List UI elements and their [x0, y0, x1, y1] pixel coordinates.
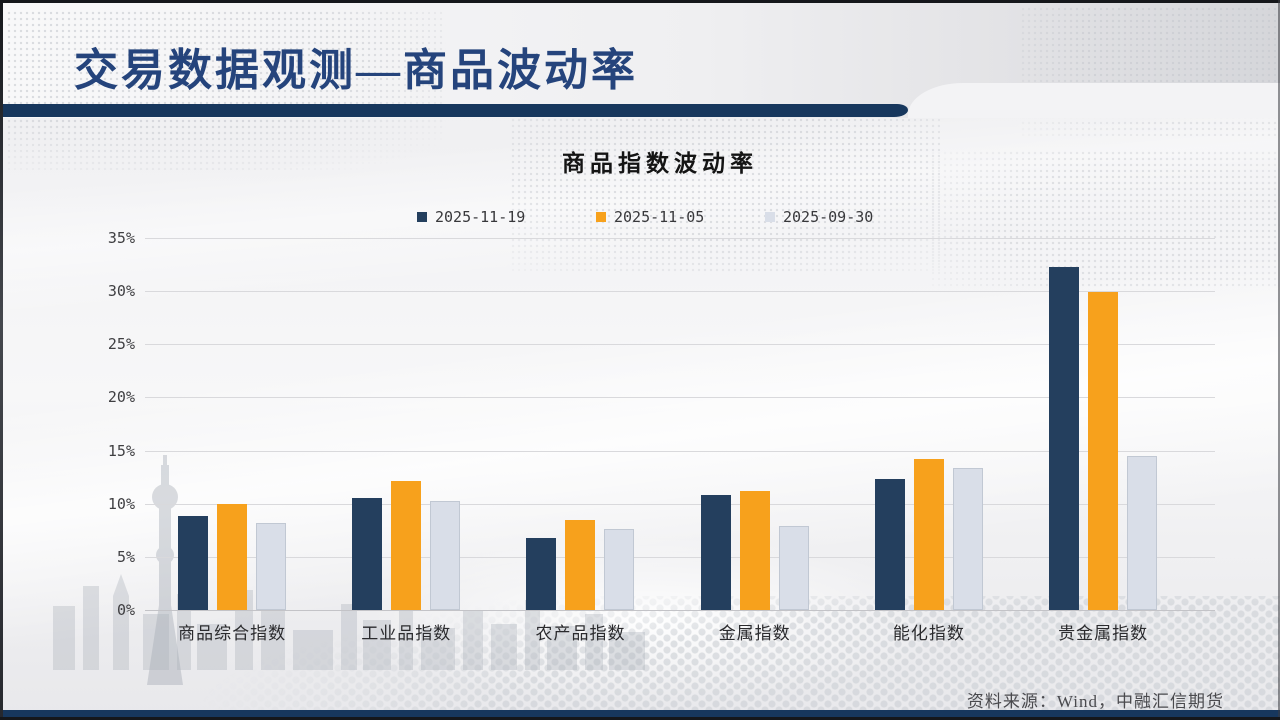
legend-item: 2025-11-05 — [596, 208, 704, 226]
legend-swatch — [417, 212, 427, 222]
bar — [952, 467, 983, 610]
bar — [256, 522, 286, 610]
legend-item: 2025-11-19 — [417, 208, 525, 226]
gridline — [145, 556, 1215, 558]
bar — [874, 479, 905, 610]
gridline — [145, 238, 1215, 239]
bar — [352, 498, 383, 610]
bottom-accent-bar — [0, 710, 1280, 717]
frame-edge — [0, 0, 3, 720]
y-axis-tick-label: 35% — [107, 229, 135, 247]
x-axis-category-label: 工业品指数 — [361, 624, 452, 643]
world-map-dots — [6, 10, 446, 170]
world-map-dots — [510, 105, 940, 275]
bar — [700, 495, 731, 610]
bar — [565, 519, 596, 610]
honeycomb-pattern — [170, 596, 1280, 714]
title-underline-rule — [0, 104, 908, 117]
legend-label: 2025-11-19 — [435, 208, 526, 226]
y-axis-tick-label: 15% — [107, 441, 135, 460]
x-axis-line — [145, 610, 1215, 611]
frame-edge — [0, 0, 1280, 3]
legend-swatch — [765, 212, 775, 222]
city-skyline-silhouette — [53, 574, 645, 670]
x-axis-category-label: 金属指数 — [718, 624, 791, 643]
bar — [217, 503, 247, 610]
chart-title: 商品指数波动率 — [562, 151, 758, 176]
gridline — [145, 503, 1215, 505]
header-curve-step — [908, 83, 1280, 118]
bar — [1088, 292, 1118, 610]
bar — [739, 490, 770, 610]
frame-edge — [0, 717, 1280, 720]
page-title: 交易数据观测—商品波动率 — [74, 46, 638, 95]
y-axis-tick-label: 25% — [107, 335, 135, 354]
bar — [391, 481, 422, 610]
bar — [604, 529, 635, 610]
legend-item: 2025-09-30 — [765, 208, 873, 226]
x-axis-category-label: 贵金属指数 — [1058, 624, 1149, 643]
x-axis-category-label: 能化指数 — [892, 624, 965, 643]
legend-label: 2025-09-30 — [783, 208, 874, 226]
gridline — [145, 397, 1215, 399]
bar — [526, 537, 557, 610]
gridline — [145, 291, 1215, 293]
y-axis-tick-label: 10% — [107, 494, 135, 513]
bar — [1127, 455, 1157, 610]
y-axis-tick-label: 20% — [107, 388, 135, 407]
y-axis-tick-label: 30% — [107, 282, 135, 301]
world-map-dots — [930, 150, 1280, 290]
gridline — [145, 344, 1215, 346]
y-axis-tick-label: 0% — [116, 601, 135, 619]
pearl-tower-silhouette — [147, 455, 183, 685]
legend-label: 2025-11-05 — [614, 208, 705, 226]
bar — [1049, 266, 1079, 610]
frame-edge — [1278, 0, 1280, 720]
x-axis-category-label: 商品综合指数 — [178, 624, 287, 643]
bar — [178, 516, 208, 610]
bar — [430, 500, 461, 610]
gridline — [145, 450, 1215, 452]
x-axis-category-label: 农产品指数 — [535, 624, 626, 643]
bar — [778, 526, 809, 610]
data-source-note: 资料来源：Wind，中融汇信期货 — [966, 692, 1224, 711]
y-axis-tick-label: 5% — [116, 547, 135, 566]
legend-swatch — [596, 212, 606, 222]
bar — [913, 459, 944, 610]
